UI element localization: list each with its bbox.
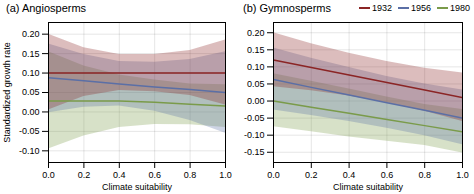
svg-text:Climate suitability: Climate suitability	[333, 182, 404, 192]
svg-text:0.0: 0.0	[42, 170, 55, 180]
svg-text:0.00: 0.00	[22, 107, 40, 117]
svg-text:-0.10: -0.10	[19, 146, 40, 156]
svg-text:-0.10: -0.10	[244, 130, 265, 140]
svg-text:0.6: 0.6	[381, 170, 394, 180]
svg-text:0.20: 0.20	[22, 29, 40, 39]
svg-text:0.10: 0.10	[247, 62, 265, 72]
svg-text:0.4: 0.4	[113, 170, 126, 180]
html-text:(a) Angiosperms: (a) Angiosperms	[6, 2, 87, 14]
svg-text:0.0: 0.0	[267, 170, 280, 180]
svg-text:Climate suitability: Climate suitability	[102, 182, 173, 192]
html-text:1932: 1932	[371, 3, 392, 13]
svg-text:0.15: 0.15	[247, 45, 265, 55]
svg-text:1.0: 1.0	[219, 170, 232, 180]
svg-text:0.2: 0.2	[305, 170, 318, 180]
svg-text:0.8: 0.8	[418, 170, 431, 180]
svg-text:0.10: 0.10	[22, 68, 40, 78]
html-text:1956: 1956	[410, 3, 431, 13]
svg-text:0.6: 0.6	[148, 170, 161, 180]
svg-text:0.00: 0.00	[247, 96, 265, 106]
svg-text:0.20: 0.20	[247, 28, 265, 38]
svg-text:-0.05: -0.05	[244, 113, 265, 123]
svg-text:0.05: 0.05	[247, 79, 265, 89]
svg-text:Standardized growth rate: Standardized growth rate	[2, 42, 12, 143]
html-text:(b) Gymnosperms: (b) Gymnosperms	[243, 2, 331, 14]
svg-text:0.15: 0.15	[22, 48, 40, 58]
svg-text:0.05: 0.05	[22, 87, 40, 97]
svg-text:1.0: 1.0	[456, 170, 469, 180]
svg-text:-0.05: -0.05	[19, 126, 40, 136]
svg-text:0.2: 0.2	[78, 170, 91, 180]
svg-text:0.8: 0.8	[184, 170, 197, 180]
html-text:1980: 1980	[450, 3, 470, 13]
svg-text:-0.15: -0.15	[244, 147, 265, 157]
svg-text:0.4: 0.4	[343, 170, 356, 180]
